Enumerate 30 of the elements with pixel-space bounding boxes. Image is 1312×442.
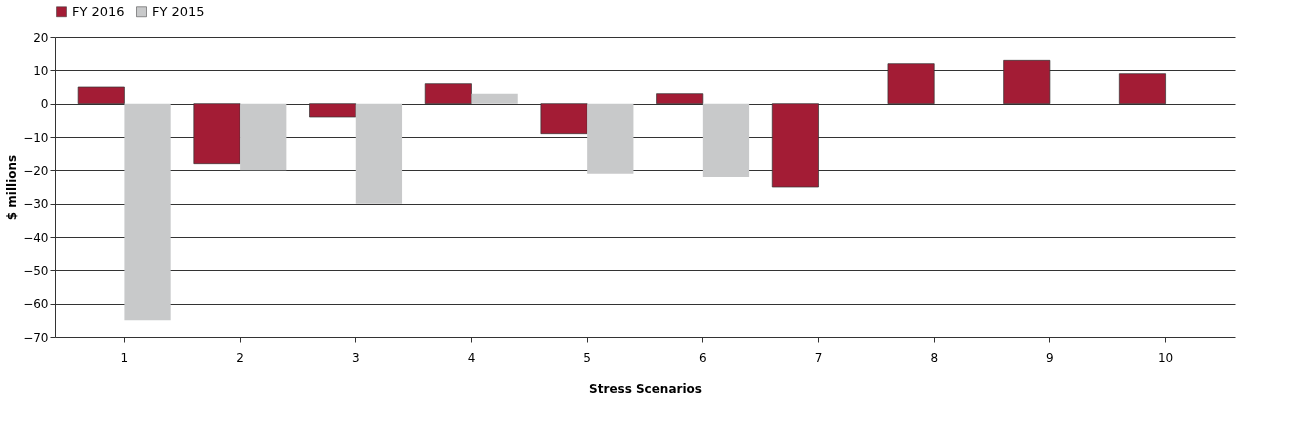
y-axis-title: $ millions: [5, 154, 20, 221]
legend-label: FY 2015: [152, 3, 205, 19]
y-tick-label: −20: [23, 163, 49, 178]
x-tick-label: 1: [120, 350, 129, 365]
bar: [587, 103, 634, 174]
x-axis-title: Stress Scenarios: [589, 381, 702, 396]
y-tick-label: −30: [23, 197, 49, 212]
x-tick-label: 6: [699, 350, 707, 365]
x-tick-label: 8: [930, 350, 939, 365]
bar: [355, 103, 403, 204]
bar: [702, 103, 750, 177]
x-tick-label: 7: [814, 350, 823, 365]
x-tick-label: 10: [1157, 350, 1174, 365]
y-tick-label: 20: [33, 30, 49, 45]
legend-label: FY 2016: [72, 3, 125, 19]
x-tick-label: 9: [1046, 350, 1054, 365]
bar: [471, 93, 518, 104]
bar: [124, 103, 171, 321]
y-tick-label: −10: [23, 130, 49, 145]
y-tick-label: −70: [23, 330, 49, 345]
x-tick-label: 2: [236, 350, 244, 365]
y-tick-label: −50: [23, 263, 49, 278]
x-tick-label: 4: [467, 350, 476, 365]
y-tick-label: −60: [23, 297, 49, 312]
y-tick-label: 0: [40, 97, 49, 112]
y-tick-label: 10: [33, 63, 49, 78]
y-tick-label: −40: [23, 230, 49, 245]
x-tick-label: 3: [351, 350, 360, 365]
x-tick-label: 5: [583, 350, 591, 365]
bar: [240, 103, 287, 171]
